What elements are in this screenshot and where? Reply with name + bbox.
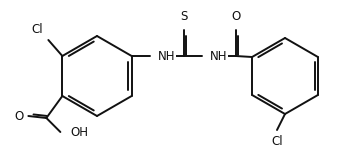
Text: NH: NH	[158, 49, 175, 63]
Text: Cl: Cl	[271, 135, 283, 148]
Text: S: S	[180, 10, 187, 23]
Text: NH: NH	[210, 49, 227, 63]
Text: O: O	[14, 109, 23, 122]
Text: OH: OH	[70, 125, 88, 139]
Text: Cl: Cl	[32, 23, 43, 36]
Text: O: O	[231, 10, 240, 23]
